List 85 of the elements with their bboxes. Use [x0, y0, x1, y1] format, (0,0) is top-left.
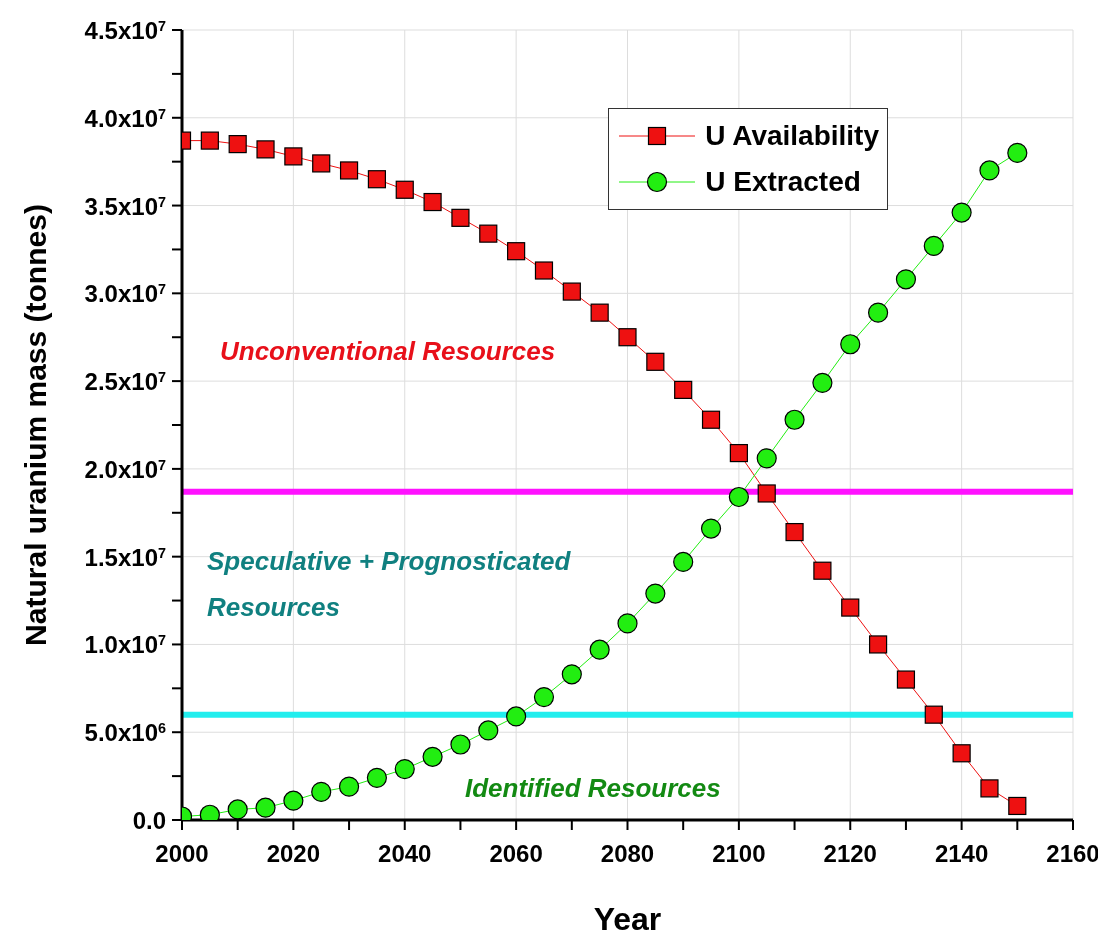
point	[979, 160, 1000, 181]
point	[841, 598, 860, 617]
point	[533, 687, 555, 708]
point	[952, 744, 971, 763]
point	[227, 799, 248, 820]
point	[812, 372, 833, 393]
x-tick-label: 2140	[934, 840, 989, 867]
point	[422, 746, 443, 767]
y-tick-label: 1.5x10$^{7}$	[84, 543, 166, 571]
point	[895, 269, 917, 290]
x-tick-label: 2100	[712, 840, 766, 867]
point	[896, 670, 916, 689]
point	[673, 551, 694, 573]
point	[423, 192, 442, 212]
point	[784, 409, 805, 430]
point	[534, 261, 554, 280]
point	[228, 135, 247, 154]
point	[366, 767, 388, 788]
point	[589, 639, 610, 660]
point	[980, 779, 999, 798]
point	[618, 328, 637, 347]
point	[256, 140, 275, 159]
y-tick-label: 2.0x10$^{7}$	[84, 455, 166, 483]
point	[701, 410, 721, 429]
point	[200, 131, 219, 150]
point	[646, 352, 665, 371]
point	[283, 790, 304, 811]
y-tick-label: 0.0	[132, 807, 166, 834]
point	[506, 706, 527, 727]
x-tick-label: 2020	[266, 840, 321, 867]
point	[561, 664, 582, 685]
x-axis-title: Year	[593, 901, 662, 937]
point	[450, 734, 471, 755]
point	[394, 758, 415, 780]
annotation: Speculative + Prognosticated Resources	[207, 545, 571, 624]
point	[645, 583, 666, 604]
y-tick-label: 4.5x10$^{7}$	[84, 17, 166, 44]
point	[951, 202, 972, 223]
point	[590, 303, 609, 322]
y-tick-label: 3.5x10$^{7}$	[84, 192, 166, 220]
point	[840, 334, 861, 355]
legend-label: U Extracted	[705, 166, 861, 198]
point	[311, 781, 332, 803]
point	[729, 443, 748, 463]
legend-label: U Availability	[705, 120, 879, 152]
point	[562, 282, 581, 301]
point	[813, 561, 832, 580]
point	[478, 720, 499, 741]
point	[255, 797, 276, 818]
y-tick-label: 3.0x10$^{7}$	[84, 280, 166, 308]
point	[756, 448, 777, 469]
y-tick-label: 5.0x10$^{6}$	[84, 719, 166, 747]
annotation: Identified Resources	[465, 772, 721, 805]
point	[479, 224, 498, 243]
x-tick-label: 2060	[489, 840, 543, 867]
point	[507, 242, 526, 261]
x-tick-label: 2120	[823, 840, 877, 867]
x-tick-label: 2000	[155, 840, 209, 867]
point	[339, 161, 359, 180]
point	[617, 613, 638, 634]
point	[1007, 142, 1028, 163]
point	[395, 180, 414, 199]
point	[868, 635, 888, 654]
y-tick-label: 1.0x10$^{7}$	[84, 631, 166, 659]
x-tick-label: 2080	[600, 840, 655, 867]
y-tick-label: 4.0x10$^{7}$	[84, 104, 166, 132]
x-tick-label: 2160	[1046, 840, 1100, 867]
y-axis-title: Natural uranium mass (tonnes)	[19, 204, 52, 646]
point	[728, 486, 749, 508]
annotation: Unconventional Resources	[220, 335, 556, 368]
point	[700, 518, 722, 539]
point	[785, 522, 804, 542]
point	[451, 208, 470, 227]
point	[674, 380, 693, 399]
point	[1008, 796, 1027, 816]
y-tick-label: 2.5x10$^{7}$	[84, 368, 166, 396]
point	[757, 484, 776, 503]
x-tick-label: 2040	[378, 840, 432, 867]
point	[284, 147, 303, 166]
point	[924, 705, 943, 724]
point	[923, 235, 944, 257]
point	[367, 170, 387, 189]
point	[867, 302, 889, 323]
point	[312, 154, 331, 173]
point	[338, 776, 360, 797]
